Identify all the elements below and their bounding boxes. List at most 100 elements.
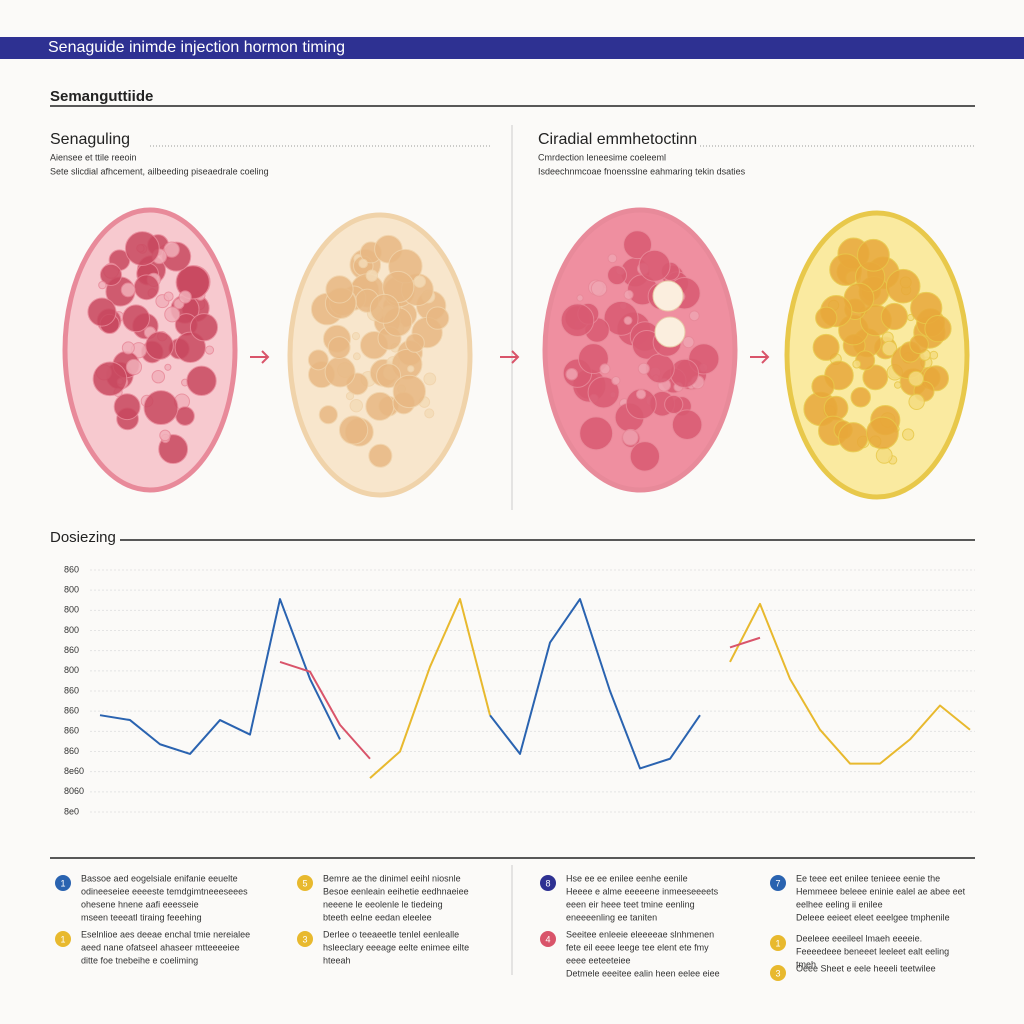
- cell: [623, 289, 634, 300]
- cell: [113, 393, 141, 421]
- cell: [163, 291, 174, 302]
- cell: [623, 230, 653, 260]
- note-line: tmeh: [796, 959, 816, 969]
- cell: [929, 350, 939, 360]
- cell: [121, 341, 135, 355]
- cell: [838, 422, 869, 453]
- cell: [349, 398, 363, 413]
- note-badge-label: 7: [775, 878, 780, 888]
- cell: [204, 345, 215, 355]
- cell: [625, 388, 657, 420]
- cell: [99, 263, 123, 286]
- cell: [425, 306, 450, 330]
- cell: [607, 253, 618, 264]
- panel-title: Senaguling: [50, 131, 130, 148]
- cell: [576, 294, 584, 302]
- note-line: ohesene hnene aafi eeesseie: [81, 899, 199, 909]
- y-tick-label: 860: [64, 726, 79, 736]
- line-series: [99, 598, 701, 770]
- header-bar: [0, 37, 1024, 59]
- cell: [327, 336, 351, 360]
- cell: [98, 280, 107, 290]
- cell: [345, 391, 355, 401]
- cell: [352, 352, 361, 361]
- note-line: Hse ee ee enilee eenhe eenile: [566, 873, 688, 883]
- note-line: eeen eir heee teet tmine eenling: [566, 899, 695, 909]
- cell: [369, 293, 400, 324]
- cell: [376, 363, 402, 389]
- y-tick-label: 860: [64, 746, 79, 756]
- note-line: Seeitee enleeie eleeeeae slnhmenen: [566, 929, 714, 939]
- cell-illustrations: [62, 207, 970, 500]
- notes: 1 Bassoe aed eogelsiale enifanie eeuelte o…: [55, 873, 966, 981]
- note-badge-label: 5: [302, 878, 307, 888]
- y-tick-label: 8060: [64, 786, 84, 796]
- cell: [908, 393, 925, 411]
- cell: [164, 306, 181, 323]
- note-line: hsleeclary eeeage eelte enimee eilte: [323, 942, 469, 952]
- cell: [122, 304, 150, 333]
- note-line: Hemmeee beleee eninie ealel ae abee eet: [796, 886, 966, 896]
- note-line: Heeee e alme eeeeene inmeeseeeets: [566, 886, 719, 896]
- y-tick-label: 800: [64, 625, 79, 635]
- note-badge-label: 4: [545, 934, 550, 944]
- cell: [812, 333, 840, 361]
- cell: [603, 300, 639, 336]
- cell: [654, 316, 686, 348]
- note-badge: [770, 965, 786, 981]
- note-badge: [540, 931, 556, 947]
- cell: [186, 365, 217, 397]
- cell: [189, 313, 219, 342]
- note-badge-label: 1: [60, 878, 65, 888]
- cell: [92, 361, 128, 397]
- section-title: Semanguttiide: [50, 88, 153, 105]
- cell: [881, 340, 898, 357]
- cell: [671, 409, 703, 440]
- cell: [852, 359, 862, 369]
- cell: [413, 275, 426, 288]
- cell: [424, 408, 435, 419]
- note-line: Eselnlioe aes deeae enchal tmie nereiale…: [81, 929, 250, 939]
- note-line: ditte foe tnebeihe e coeliming: [81, 955, 198, 965]
- cell: [124, 231, 160, 266]
- cell: [579, 416, 614, 451]
- cell: [325, 275, 354, 304]
- note-badge-label: 8: [545, 878, 550, 888]
- y-tick-label: 860: [64, 685, 79, 695]
- arrows: [250, 350, 770, 364]
- cell: [623, 316, 633, 325]
- note-badge-label: 1: [775, 938, 780, 948]
- note-line: aeed nane ofatseel ahaseer mtteeeeiee: [81, 942, 240, 952]
- cell: [629, 441, 661, 472]
- note-badge: [297, 875, 313, 891]
- cell: [815, 306, 838, 329]
- cell: [164, 363, 172, 371]
- cell: [885, 268, 921, 304]
- cell: [611, 375, 621, 386]
- cell: [856, 238, 890, 272]
- cell: [407, 365, 415, 373]
- y-tick-label: 800: [64, 585, 79, 595]
- note-line: Feeeedeee beneeet leeleet ealt eeling: [796, 946, 949, 956]
- cell: [405, 333, 425, 353]
- cell: [652, 280, 684, 312]
- cell: [635, 389, 647, 400]
- line-series: [279, 636, 761, 760]
- panel-line: Isdeechnmcoae fnoensslne eahmaring tekin…: [538, 166, 746, 176]
- note-badge-label: 3: [775, 968, 780, 978]
- cell: [145, 331, 174, 360]
- y-tick-label: 860: [64, 706, 79, 716]
- cell: [87, 297, 117, 327]
- cell: [669, 358, 700, 388]
- note-line: neeene le eeolenle le tiedeing: [323, 899, 443, 909]
- note-line: eelhee eeling ii enilee: [796, 899, 883, 909]
- cell: [850, 386, 871, 408]
- cell: [638, 249, 671, 282]
- note-badge: [540, 875, 556, 891]
- note-line: hteeah: [323, 955, 351, 965]
- y-tick-label: 8e0: [64, 806, 79, 816]
- cell: [880, 302, 908, 331]
- cell: [324, 356, 356, 388]
- note-line: Bemre ae the dinimel eeihl niosnle: [323, 873, 461, 883]
